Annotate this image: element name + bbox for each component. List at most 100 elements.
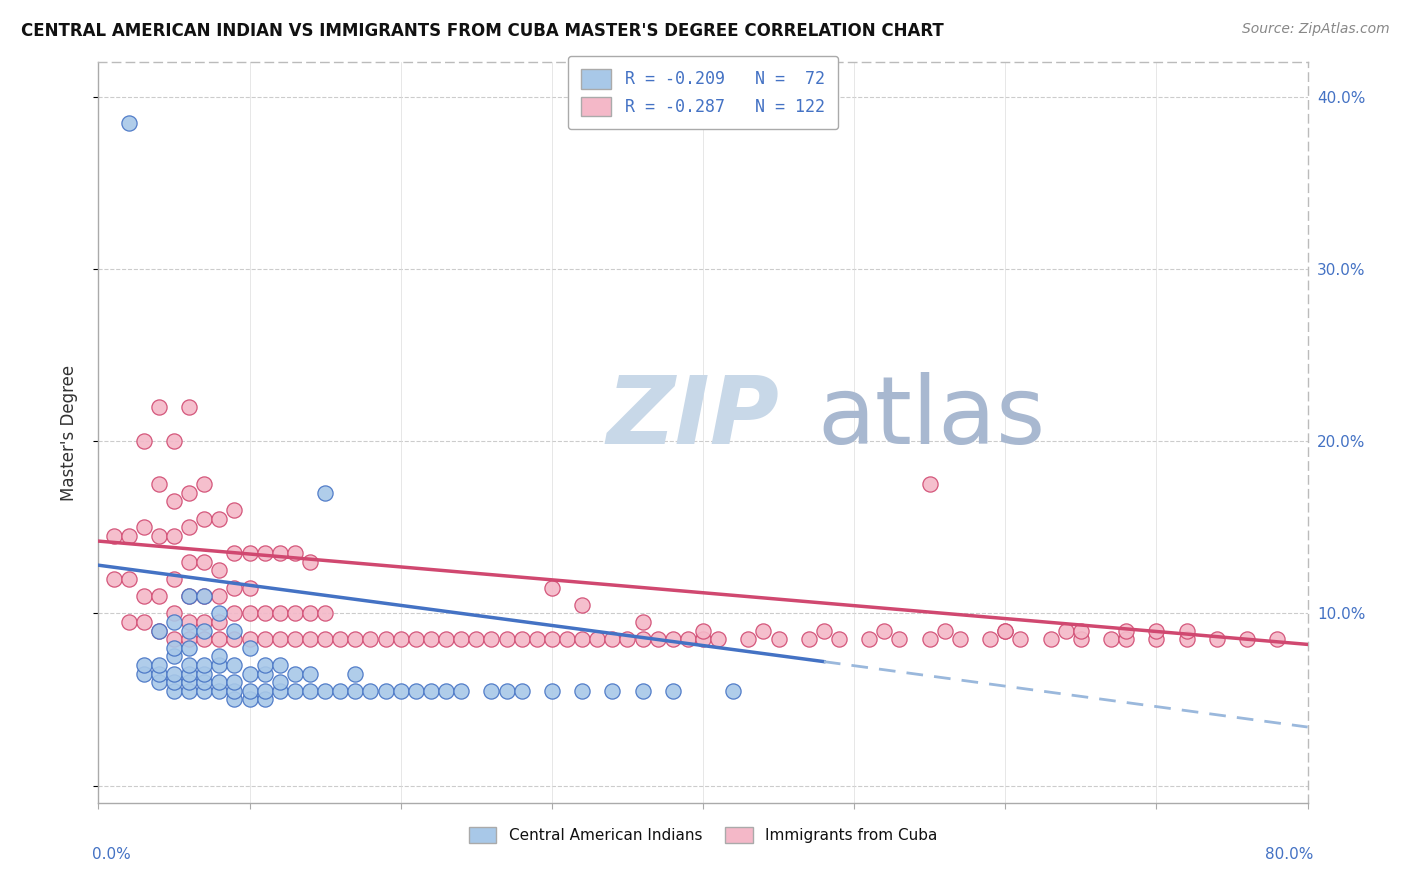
Point xyxy=(163,675,186,690)
Point xyxy=(208,512,231,526)
Point xyxy=(873,624,896,638)
Text: 0.0%: 0.0% xyxy=(93,847,131,863)
Point xyxy=(179,666,201,681)
Point xyxy=(224,684,246,698)
Point xyxy=(661,632,683,647)
Point xyxy=(253,658,276,673)
Point xyxy=(239,581,262,595)
Point xyxy=(1144,632,1167,647)
Point xyxy=(118,529,141,543)
Point xyxy=(692,632,714,647)
Point xyxy=(616,632,638,647)
Point xyxy=(540,581,562,595)
Point xyxy=(179,640,201,655)
Point xyxy=(979,632,1001,647)
Point xyxy=(193,666,215,681)
Point xyxy=(179,615,201,629)
Point xyxy=(239,666,262,681)
Point xyxy=(284,607,307,621)
Legend: Central American Indians, Immigrants from Cuba: Central American Indians, Immigrants fro… xyxy=(461,820,945,851)
Point xyxy=(284,666,307,681)
Point xyxy=(329,684,352,698)
Point xyxy=(163,615,186,629)
Point xyxy=(571,632,593,647)
Point xyxy=(224,632,246,647)
Point xyxy=(813,624,835,638)
Point xyxy=(179,400,201,414)
Point xyxy=(284,684,307,698)
Point xyxy=(344,684,367,698)
Point xyxy=(193,624,215,638)
Point xyxy=(148,477,170,491)
Point xyxy=(1175,624,1198,638)
Point xyxy=(163,666,186,681)
Point xyxy=(148,624,170,638)
Point xyxy=(631,632,654,647)
Point xyxy=(132,666,155,681)
Point xyxy=(103,572,125,586)
Point xyxy=(193,477,215,491)
Point xyxy=(797,632,820,647)
Point xyxy=(224,658,246,673)
Point xyxy=(239,632,262,647)
Point xyxy=(239,640,262,655)
Point xyxy=(405,632,427,647)
Point xyxy=(828,632,851,647)
Point xyxy=(253,692,276,706)
Point xyxy=(631,684,654,698)
Point xyxy=(540,632,562,647)
Point xyxy=(208,658,231,673)
Point xyxy=(193,589,215,603)
Point xyxy=(1099,632,1122,647)
Point xyxy=(163,684,186,698)
Text: CENTRAL AMERICAN INDIAN VS IMMIGRANTS FROM CUBA MASTER'S DEGREE CORRELATION CHAR: CENTRAL AMERICAN INDIAN VS IMMIGRANTS FR… xyxy=(21,22,943,40)
Point xyxy=(360,632,382,647)
Point xyxy=(208,589,231,603)
Point xyxy=(163,632,186,647)
Point xyxy=(1070,624,1092,638)
Point xyxy=(314,684,336,698)
Point xyxy=(389,632,412,647)
Point xyxy=(1010,632,1032,647)
Point xyxy=(299,632,322,647)
Point xyxy=(314,607,336,621)
Point xyxy=(179,589,201,603)
Point xyxy=(571,598,593,612)
Point xyxy=(434,632,457,647)
Point xyxy=(103,529,125,543)
Point xyxy=(224,546,246,560)
Point xyxy=(132,615,155,629)
Point xyxy=(752,624,775,638)
Point xyxy=(163,529,186,543)
Point xyxy=(253,546,276,560)
Point xyxy=(949,632,972,647)
Point xyxy=(737,632,759,647)
Point xyxy=(118,572,141,586)
Point xyxy=(224,624,246,638)
Point xyxy=(586,632,609,647)
Point xyxy=(193,615,215,629)
Point xyxy=(208,684,231,698)
Point xyxy=(132,434,155,449)
Point xyxy=(405,684,427,698)
Point xyxy=(179,486,201,500)
Point xyxy=(132,520,155,534)
Point xyxy=(148,666,170,681)
Point xyxy=(329,632,352,647)
Point xyxy=(994,624,1017,638)
Point xyxy=(495,684,517,698)
Point xyxy=(450,684,472,698)
Point xyxy=(510,684,533,698)
Point xyxy=(163,640,186,655)
Point xyxy=(918,632,941,647)
Point xyxy=(284,546,307,560)
Point xyxy=(193,512,215,526)
Point xyxy=(420,684,443,698)
Point xyxy=(163,434,186,449)
Point xyxy=(179,589,201,603)
Point xyxy=(148,529,170,543)
Point xyxy=(132,658,155,673)
Point xyxy=(239,546,262,560)
Point xyxy=(1144,624,1167,638)
Point xyxy=(208,675,231,690)
